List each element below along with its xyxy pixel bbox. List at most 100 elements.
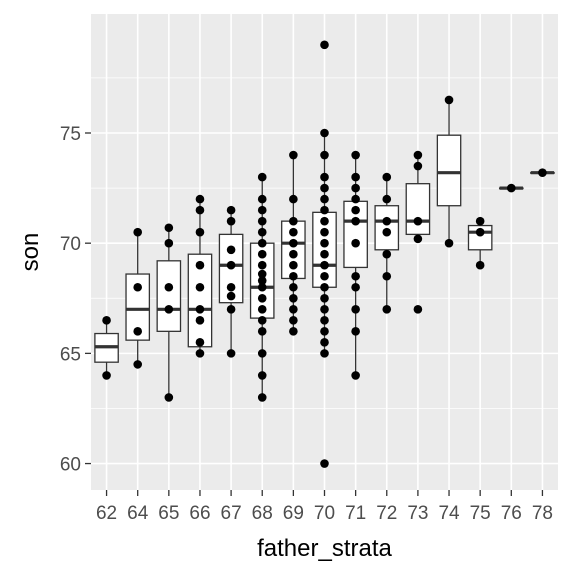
data-point [320,304,329,314]
data-point [475,260,485,270]
y-tick-label: 70 [60,234,81,255]
data-point [475,216,485,226]
data-point [320,327,329,336]
data-point [102,316,111,325]
data-point [257,172,267,182]
data-point [351,150,360,160]
x-tick-label: 78 [532,503,553,524]
data-point [413,150,423,160]
data-point [226,304,236,314]
data-point [444,95,454,105]
data-point [320,249,329,259]
box-74 [436,99,462,244]
data-point [320,293,329,303]
data-point [320,40,329,50]
data-point [320,183,329,193]
data-point [382,271,392,281]
x-tick-label: 76 [501,503,522,524]
y-axis: 60 65 70 75 [60,124,91,476]
data-point [351,183,360,193]
data-point [195,260,205,270]
data-point [289,249,298,259]
data-point [351,271,360,281]
data-point [320,150,329,160]
data-point [320,349,329,358]
x-tick-label: 66 [189,503,210,524]
data-point [226,216,236,226]
data-point [289,216,298,226]
data-point [257,393,267,402]
data-point [195,227,205,237]
x-tick-label: 69 [283,503,304,524]
data-point [226,205,236,215]
data-point [195,282,205,292]
data-point [382,227,392,237]
data-point [257,269,267,279]
data-point [257,327,267,336]
data-point [289,316,298,325]
data-point [195,205,205,215]
data-point [257,205,267,215]
data-point [382,194,392,204]
data-point [351,371,360,380]
data-point [257,194,267,204]
box-body [405,183,431,236]
data-point [226,245,236,255]
box-body [436,134,462,207]
box-72 [374,177,400,310]
data-point [382,304,392,314]
data-point [475,227,485,237]
data-point [257,276,267,285]
y-tick-label: 75 [60,124,81,145]
data-point [257,238,267,248]
data-point [444,238,454,248]
data-point [289,271,298,281]
data-point [320,459,329,468]
data-point [133,282,142,292]
data-point [289,327,298,336]
data-point [257,304,267,314]
data-point [289,293,298,303]
data-point [413,234,423,244]
data-point [257,293,267,303]
data-point [195,304,205,314]
box-body [374,205,400,251]
data-point [320,172,329,182]
data-point [133,360,142,369]
data-point [351,282,360,292]
y-tick-label: 65 [60,344,81,365]
data-point [507,183,516,193]
x-tick-label: 73 [407,503,428,524]
x-tick-label: 62 [96,503,117,524]
data-point [289,150,298,160]
data-point [257,227,267,237]
data-point [382,249,392,259]
data-point [195,316,205,325]
data-point [351,172,360,182]
data-point [164,393,174,402]
data-point [102,371,111,380]
x-tick-label: 75 [470,503,491,524]
data-point [320,316,329,325]
data-point [351,238,360,248]
box-body [156,260,182,332]
box-65 [156,227,182,398]
data-point [164,223,174,233]
data-point [195,194,205,204]
data-point [320,227,329,237]
data-point [320,271,329,281]
data-point [320,238,329,248]
data-point [257,216,267,226]
data-point [351,194,360,204]
data-point [320,282,329,292]
data-point [351,205,360,215]
data-point [320,128,329,138]
data-point [351,216,360,226]
data-point [226,291,236,301]
data-point [226,349,236,358]
data-point [382,172,392,182]
data-point [413,216,423,226]
data-point [320,194,329,204]
data-point [289,238,298,248]
x-tick-label: 71 [345,503,366,524]
